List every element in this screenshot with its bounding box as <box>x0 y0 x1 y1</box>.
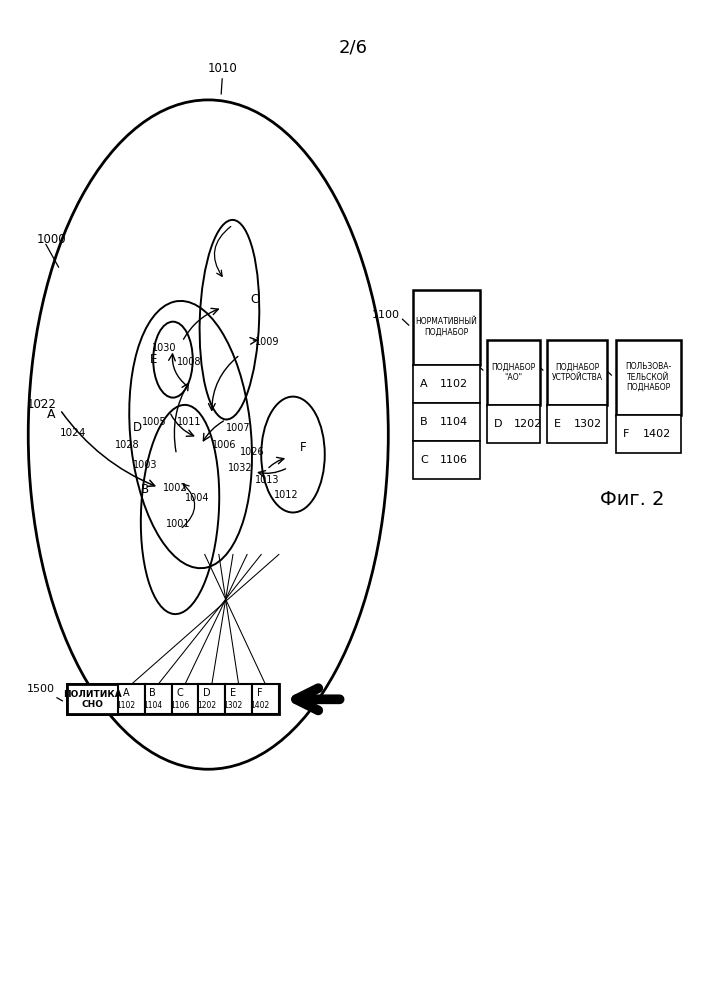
Text: 1012: 1012 <box>274 490 298 500</box>
Text: A: A <box>123 687 129 697</box>
FancyBboxPatch shape <box>616 415 681 453</box>
Text: 1008: 1008 <box>177 357 201 367</box>
Text: D: D <box>133 421 141 435</box>
FancyBboxPatch shape <box>616 340 681 415</box>
Text: 1302: 1302 <box>224 701 243 710</box>
Text: 1010: 1010 <box>208 62 237 75</box>
FancyBboxPatch shape <box>413 365 480 403</box>
FancyBboxPatch shape <box>413 441 480 479</box>
Text: 1102: 1102 <box>116 701 136 710</box>
Text: B: B <box>140 483 149 497</box>
Text: 1022: 1022 <box>27 398 56 412</box>
FancyBboxPatch shape <box>252 684 279 714</box>
Text: 1300: 1300 <box>506 355 534 366</box>
Text: 1106: 1106 <box>170 701 189 710</box>
Text: C: C <box>176 687 183 697</box>
Text: 1100: 1100 <box>372 310 400 321</box>
Text: 1028: 1028 <box>115 440 139 450</box>
FancyBboxPatch shape <box>413 403 480 441</box>
Text: 1102: 1102 <box>440 379 468 389</box>
FancyBboxPatch shape <box>413 290 480 365</box>
Text: 1000: 1000 <box>37 233 66 247</box>
Text: 1402: 1402 <box>642 429 671 439</box>
Text: 1104: 1104 <box>143 701 162 710</box>
Text: 1011: 1011 <box>177 417 201 427</box>
Text: F: F <box>300 441 307 455</box>
Text: Фиг. 2: Фиг. 2 <box>599 490 664 509</box>
Text: E: E <box>150 353 157 367</box>
FancyBboxPatch shape <box>67 684 118 714</box>
Text: 1007: 1007 <box>227 423 251 433</box>
Text: 1104: 1104 <box>440 417 468 427</box>
Text: E: E <box>230 687 237 697</box>
FancyBboxPatch shape <box>225 684 252 714</box>
Text: 1032: 1032 <box>228 463 252 473</box>
Text: D: D <box>203 687 210 697</box>
Text: B: B <box>150 687 156 697</box>
Text: 1400: 1400 <box>575 360 603 371</box>
Text: 1200: 1200 <box>446 355 474 366</box>
Text: 1106: 1106 <box>440 455 468 465</box>
Text: 1005: 1005 <box>142 417 166 427</box>
Text: 1500: 1500 <box>26 684 54 694</box>
Text: 1003: 1003 <box>133 460 157 470</box>
Text: 1302: 1302 <box>574 419 602 429</box>
Text: A: A <box>47 408 55 422</box>
FancyBboxPatch shape <box>172 684 198 714</box>
Text: 1001: 1001 <box>166 519 190 529</box>
Text: 1013: 1013 <box>255 475 279 485</box>
Text: НОРМАТИВНЫЙ
ПОДНАБОР: НОРМАТИВНЫЙ ПОДНАБОР <box>416 318 477 337</box>
Text: C: C <box>420 455 428 465</box>
FancyBboxPatch shape <box>145 684 172 714</box>
Text: C: C <box>250 293 258 307</box>
Text: A: A <box>420 379 428 389</box>
Text: 1202: 1202 <box>514 419 542 429</box>
Text: F: F <box>623 429 629 439</box>
Text: F: F <box>257 687 263 697</box>
Text: 2/6: 2/6 <box>338 39 368 57</box>
Text: D: D <box>494 419 503 429</box>
FancyBboxPatch shape <box>198 684 225 714</box>
FancyBboxPatch shape <box>487 340 540 405</box>
FancyBboxPatch shape <box>118 684 145 714</box>
FancyBboxPatch shape <box>547 340 607 405</box>
Text: B: B <box>420 417 428 427</box>
Text: 1030: 1030 <box>152 343 176 353</box>
Text: 1024: 1024 <box>60 428 86 438</box>
FancyBboxPatch shape <box>67 684 279 714</box>
Text: 1402: 1402 <box>251 701 270 710</box>
Text: 1026: 1026 <box>241 447 265 457</box>
FancyBboxPatch shape <box>547 405 607 443</box>
Text: 1002: 1002 <box>163 483 187 493</box>
Text: 1006: 1006 <box>213 440 237 450</box>
Text: 1202: 1202 <box>197 701 216 710</box>
Text: ПОДНАБОР
"АО": ПОДНАБОР "АО" <box>491 363 536 382</box>
Text: E: E <box>554 419 561 429</box>
Text: ПОЛЬЗОВА-
ТЕЛЬСКОЙ
ПОДНАБОР: ПОЛЬЗОВА- ТЕЛЬСКОЙ ПОДНАБОР <box>625 363 671 392</box>
FancyBboxPatch shape <box>487 405 540 443</box>
Text: 1009: 1009 <box>255 337 279 347</box>
Text: 1004: 1004 <box>186 493 210 502</box>
Text: ПОДНАБОР
УСТРОЙСТВА: ПОДНАБОР УСТРОЙСТВА <box>551 363 603 382</box>
Text: ПОЛИТИКА
СНО: ПОЛИТИКА СНО <box>63 689 122 709</box>
